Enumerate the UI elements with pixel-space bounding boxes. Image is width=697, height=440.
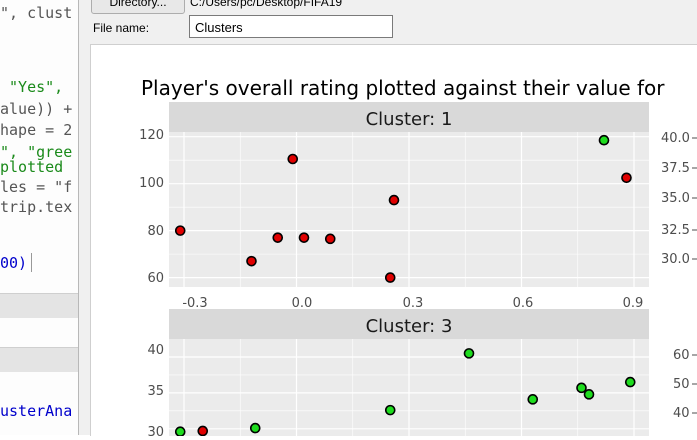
y-tick: 30 (147, 425, 164, 436)
data-point (527, 394, 539, 405)
panel-3-points (174, 348, 636, 437)
y-tick: 40 (147, 343, 164, 358)
data-point (598, 134, 610, 146)
strip-cluster-3-label: Cluster: 3 (366, 316, 453, 337)
code-token: alue)) + (0, 100, 73, 118)
code-token: les = "f (0, 178, 73, 196)
data-point (246, 255, 257, 267)
code-token: trip.tex (0, 198, 73, 216)
code-token: usterAna (0, 402, 73, 420)
x-tick: 0.6 (513, 296, 534, 311)
code-line: 00) (0, 254, 27, 272)
code-token: ", "gree (0, 143, 73, 161)
right-y-tick: 40 (673, 406, 690, 421)
plot-title: Player's overall rating plotted against … (141, 76, 665, 100)
plot-canvas: Player's overall rating plotted against … (139, 76, 697, 440)
data-point (388, 194, 400, 206)
panel-3-gridlines (169, 339, 649, 436)
data-point (249, 422, 261, 434)
data-point (287, 153, 299, 165)
x-tick: -0.3 (182, 296, 207, 311)
x-tick: 0.0 (292, 296, 313, 311)
code-line: ", "gree (0, 143, 72, 161)
code-line: usterAna (0, 402, 72, 420)
code-token: 00) (0, 254, 28, 272)
code-line: hape = 2 (0, 121, 72, 139)
file-name-input[interactable]: Clusters (189, 15, 393, 38)
code-token: "Yes", (0, 78, 64, 96)
panel-1-gridlines (169, 132, 649, 287)
code-token: plotted (0, 158, 64, 176)
right-y-tick: 50 (673, 377, 690, 392)
data-point (576, 382, 587, 394)
data-point (463, 348, 475, 359)
editor-panel-divider (0, 293, 80, 318)
y-tick: 120 (139, 128, 164, 143)
text-cursor (31, 253, 32, 272)
data-point (621, 172, 632, 184)
data-point (197, 425, 209, 437)
directory-path: C:/Users/pc/Desktop/FIFA19 (190, 0, 343, 9)
code-line: trip.tex (0, 198, 72, 216)
right-y-tick: 32.5 (661, 223, 690, 238)
data-point (298, 232, 310, 243)
y-tick: 60 (147, 271, 164, 286)
strip-cluster-1-label: Cluster: 1 (366, 109, 453, 130)
code-line: alue)) + (0, 100, 72, 118)
strip-cluster-3 (169, 309, 649, 339)
plot-preview: Player's overall rating plotted against … (90, 44, 697, 440)
y-tick: 35 (147, 384, 164, 399)
data-point (272, 232, 284, 243)
right-y-tick: 60 (673, 348, 690, 363)
data-point (384, 404, 396, 416)
right-y-tick: 37.5 (661, 161, 690, 176)
right-y-tick: 30.0 (661, 252, 690, 267)
code-line: les = "f (0, 178, 72, 196)
code-line: ", clust (0, 4, 72, 22)
data-point (174, 225, 186, 236)
right-y-tick: 35.0 (661, 191, 690, 206)
data-point (384, 272, 396, 283)
code-token: hape = 2 (0, 121, 73, 139)
code-line: "Yes", (0, 78, 63, 96)
x-tick: 0.3 (403, 296, 424, 311)
right-y-tick: 40.0 (661, 131, 690, 146)
y-tick: 100 (139, 176, 164, 191)
strip-cluster-1 (169, 102, 649, 132)
data-point (324, 233, 336, 245)
y-tick: 80 (147, 224, 164, 239)
panel-1-points (174, 134, 632, 283)
code-token: ", clust (0, 4, 73, 22)
data-point (583, 389, 595, 400)
code-line: plotted (0, 158, 63, 176)
data-point (624, 376, 636, 388)
x-tick: 0.9 (623, 296, 644, 311)
file-name-label: File name: (93, 21, 150, 35)
directory-button[interactable]: Directory... (91, 0, 185, 14)
editor-panel-divider-2 (0, 347, 80, 372)
